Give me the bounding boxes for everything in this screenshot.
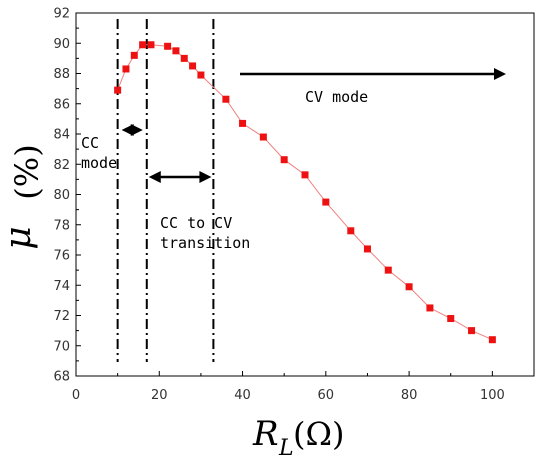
plot-frame xyxy=(75,12,535,377)
x-tick-label: 20 xyxy=(151,388,168,403)
y-tick-label: 82 xyxy=(53,158,70,173)
x-tick-label: 60 xyxy=(318,388,335,403)
data-point xyxy=(114,86,122,94)
data-point xyxy=(426,304,434,312)
x-axis-subscript: L xyxy=(278,436,294,461)
x-tick-label: 0 xyxy=(72,388,80,403)
transition-arrow-head-right xyxy=(199,171,212,183)
data-point xyxy=(280,156,288,164)
y-tick-label: 84 xyxy=(53,128,70,143)
cv-mode-arrow-head xyxy=(494,68,506,80)
data-point xyxy=(259,133,267,141)
data-point xyxy=(405,283,413,291)
data-series xyxy=(114,41,496,344)
data-point xyxy=(147,41,155,49)
data-point xyxy=(180,54,188,62)
y-tick-label: 72 xyxy=(53,309,70,324)
data-point xyxy=(488,336,496,344)
data-point xyxy=(447,315,455,323)
data-point xyxy=(322,198,330,206)
x-tick-label: 40 xyxy=(234,388,251,403)
transition-arrow-head-left xyxy=(148,171,161,183)
data-point xyxy=(301,171,309,179)
y-tick-label: 92 xyxy=(53,7,70,22)
y-tick-label: 68 xyxy=(53,370,70,385)
cv-mode-label: CV mode xyxy=(305,88,368,106)
cc-mode-label: CC mode xyxy=(81,134,117,172)
x-axis-unit: (Ω) xyxy=(293,415,345,453)
data-point xyxy=(347,227,355,235)
data-point xyxy=(189,62,197,70)
y-tick-label: 70 xyxy=(53,339,70,354)
y-tick-label: 86 xyxy=(53,97,70,112)
mode-arrows xyxy=(121,68,506,183)
transition-label: CC to CV transition xyxy=(160,214,250,252)
y-tick-label: 74 xyxy=(53,279,70,294)
x-axis-title: R L (Ω) xyxy=(252,414,345,461)
data-point xyxy=(468,327,476,335)
data-point xyxy=(239,119,247,127)
y-axis-title: μ (%) xyxy=(0,144,46,249)
cc-mode-arrow-head-left xyxy=(121,124,134,136)
x-tick-label: 80 xyxy=(401,388,418,403)
data-point xyxy=(363,245,371,253)
data-point xyxy=(164,42,172,50)
y-axis-symbol: μ xyxy=(0,226,39,249)
data-point xyxy=(384,266,392,274)
y-axis-unit: (%) xyxy=(8,144,46,199)
y-tick-label: 88 xyxy=(53,67,70,82)
data-point xyxy=(222,95,230,103)
data-point xyxy=(122,65,130,73)
data-point xyxy=(172,47,180,55)
data-point xyxy=(130,51,138,59)
cc-mode-arrow-head-right xyxy=(130,124,143,136)
axes: 68 70 72 74 76 78 80 82 84 86 88 90 92 0 20 40 60 80 100 xyxy=(53,7,535,403)
y-tick-label: 80 xyxy=(53,188,70,203)
y-tick-label: 90 xyxy=(53,37,70,52)
y-tick-label: 78 xyxy=(53,218,70,233)
x-tick-label: 100 xyxy=(480,388,505,403)
x-axis-symbol: R xyxy=(252,414,279,454)
mode-boundaries xyxy=(116,19,215,362)
y-tick-label: 76 xyxy=(53,249,70,264)
data-point xyxy=(197,71,205,79)
data-point xyxy=(139,41,147,49)
